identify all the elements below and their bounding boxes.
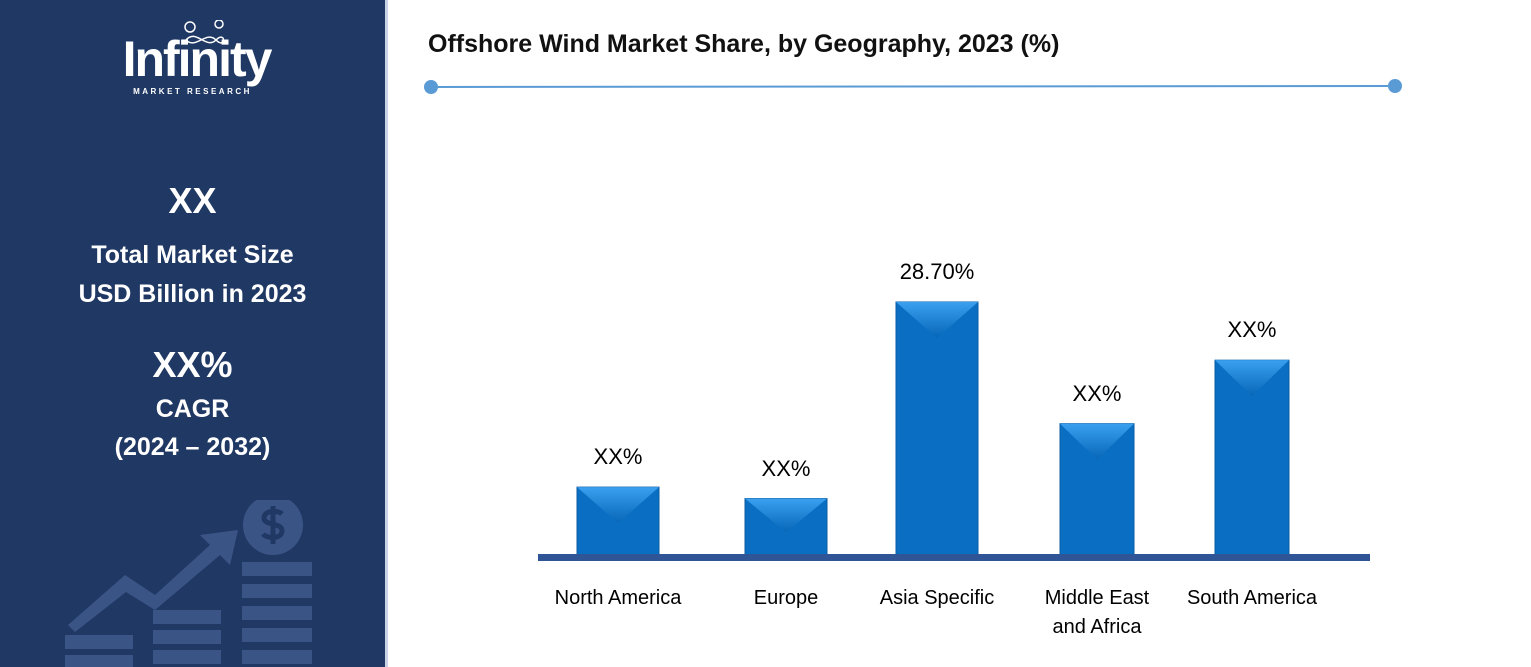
logo: Infinity	[122, 31, 273, 87]
category-label: Europe	[754, 584, 819, 613]
category-label-line: and Africa	[1052, 616, 1142, 638]
cagr-value: XX%	[152, 344, 233, 385]
category-label-line: Middle East	[1044, 587, 1150, 609]
bar-bevel-2	[896, 302, 978, 338]
market-size-label: Total Market Size	[91, 241, 294, 269]
market-size-value: XX	[168, 180, 217, 221]
bar-bevel-1	[745, 498, 827, 533]
data-label: XX%	[593, 444, 643, 470]
bar-bevel-0	[577, 487, 659, 524]
category-label: Asia Specific	[880, 584, 995, 613]
bar-bevel-3	[1060, 423, 1134, 460]
sidebar: Infinity MARKET RESEARCH XX Total Market…	[0, 0, 388, 667]
data-label: XX%	[761, 455, 811, 481]
bar-2	[895, 301, 979, 556]
category-label: Middle East and Africa	[1045, 584, 1150, 642]
data-label: XX%	[1072, 380, 1122, 406]
divider-dot-right	[1388, 79, 1402, 93]
data-label: 28.70%	[899, 259, 975, 284]
logo-subtitle: MARKET RESEARCH	[133, 87, 252, 96]
category-label-line: Europe	[753, 587, 819, 609]
divider-dot-left	[424, 80, 438, 94]
category-label-line: South America	[1186, 587, 1318, 609]
logo-infinity-icon	[184, 20, 225, 44]
x-axis	[538, 554, 1370, 561]
data-label: XX%	[1227, 317, 1277, 343]
category-label-line: North America	[554, 587, 682, 609]
category-label: South America	[1187, 584, 1317, 613]
chart-title: Offshore Wind Market Share, by Geography…	[428, 30, 1060, 58]
title-divider	[430, 85, 1396, 88]
category-label-line: Asia Specific	[879, 587, 995, 609]
cagr-period: (2024 – 2032)	[114, 433, 271, 461]
growth-chart-icon	[65, 500, 312, 667]
bar-bevel-4	[1215, 360, 1289, 397]
cagr-label: CAGR	[155, 395, 230, 423]
market-size-unit: USD Billion in 2023	[78, 280, 307, 308]
category-label: North America	[555, 584, 682, 613]
